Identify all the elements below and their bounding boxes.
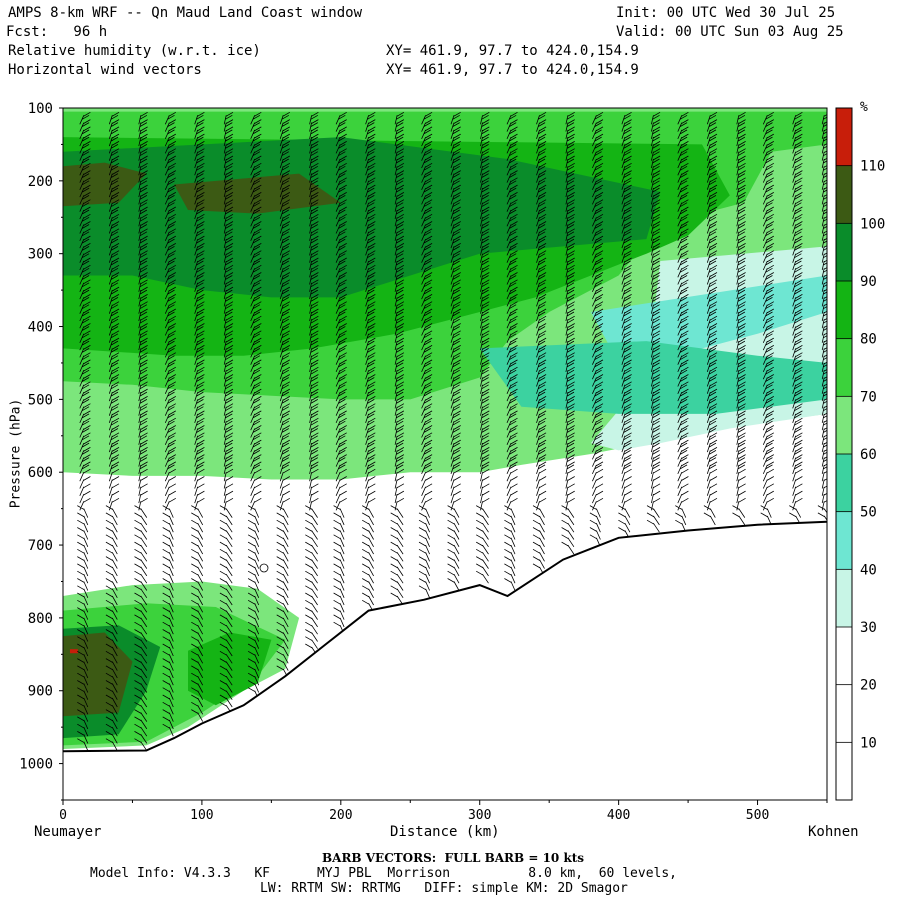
model-info: Model Info: V4.3.3 KF MYJ PBL Morrison 8… bbox=[90, 866, 677, 881]
x-axis: 0 100 200 300 400 500 bbox=[59, 800, 828, 823]
x-end-label: Kohnen bbox=[808, 824, 859, 840]
x-tick-label: 100 bbox=[190, 808, 213, 823]
field-2-name: Horizontal wind vectors bbox=[8, 62, 202, 78]
y-tick-label: 100 bbox=[28, 101, 53, 117]
wind-barb-column bbox=[390, 111, 405, 606]
wind-barb-column bbox=[134, 111, 148, 751]
plot-frame bbox=[62, 107, 828, 801]
wind-barb-column bbox=[305, 111, 319, 657]
colorbar-band bbox=[836, 569, 852, 627]
colorbar-tick-label: 10 bbox=[860, 735, 877, 751]
wind-barb-column bbox=[247, 111, 262, 700]
x-tick-label: 0 bbox=[59, 808, 67, 823]
wind-barb-column bbox=[732, 111, 746, 526]
rh-region-80-90 bbox=[188, 632, 272, 706]
wind-barb-column bbox=[191, 111, 205, 722]
init-time: Init: 00 UTC Wed 30 Jul 25 bbox=[616, 5, 836, 21]
colorbar-tick-label: 50 bbox=[860, 505, 877, 521]
calm-wind-circle bbox=[259, 563, 269, 573]
colorbar-tick-label: 110 bbox=[860, 159, 885, 175]
wind-barb-column bbox=[703, 111, 718, 526]
x-tick-label: 500 bbox=[746, 808, 769, 823]
wind-barb-column bbox=[105, 111, 120, 751]
y-axis: 100 200 300 400 500 600 700 800 900 1000 bbox=[19, 101, 63, 801]
colorbar-tick-label: 30 bbox=[860, 620, 877, 636]
colorbar-unit: % bbox=[860, 100, 868, 115]
wind-barb-column bbox=[532, 111, 547, 577]
colorbar-band bbox=[836, 684, 852, 743]
colorbar-tick-label: 20 bbox=[860, 678, 877, 694]
terrain-line bbox=[63, 520, 827, 753]
wind-barb-column bbox=[77, 111, 91, 751]
wind-barb-column bbox=[362, 111, 376, 613]
y-tick-label: 500 bbox=[28, 392, 53, 408]
field-2-xy: XY= 461.9, 97.7 to 424.0,154.9 bbox=[386, 62, 639, 78]
rh-region-90-100 bbox=[63, 137, 661, 298]
colorbar-tick-label: 70 bbox=[860, 389, 877, 405]
y-tick-label: 300 bbox=[28, 247, 53, 263]
wind-barb-column bbox=[789, 111, 803, 526]
colorbar-tick-label: 40 bbox=[860, 562, 877, 578]
terrain bbox=[63, 520, 827, 800]
x-tick-label: 300 bbox=[468, 808, 491, 823]
rh-region-110 bbox=[69, 649, 78, 654]
wind-barbs bbox=[77, 111, 827, 751]
physics-info: LW: RRTM SW: RRTMG DIFF: simple KM: 2D S… bbox=[260, 881, 628, 896]
wind-barb-column bbox=[162, 111, 176, 737]
colorbar-band bbox=[836, 396, 852, 454]
colorbar-band bbox=[836, 223, 852, 281]
x-axis-label: Distance (km) bbox=[390, 824, 500, 840]
x-tick-label: 400 bbox=[607, 808, 630, 823]
colorbar-band bbox=[836, 627, 852, 685]
wind-barb-column bbox=[561, 111, 575, 555]
barb-legend: BARB VECTORS: FULL BARB = 10 kts bbox=[322, 851, 585, 865]
x-start-label: Neumayer bbox=[34, 824, 102, 840]
y-tick-label: 700 bbox=[28, 538, 53, 554]
wind-barb-column bbox=[476, 111, 490, 584]
colorbar-band bbox=[836, 742, 852, 800]
field-1-xy: XY= 461.9, 97.7 to 424.0,154.9 bbox=[386, 43, 639, 59]
valid-time: Valid: 00 UTC Sun 03 Aug 25 bbox=[616, 24, 844, 40]
wind-barb-column bbox=[447, 111, 461, 591]
colorbar-band bbox=[836, 165, 852, 224]
rh-region-100-110 bbox=[63, 162, 147, 207]
colorbar-tick-label: 90 bbox=[860, 274, 877, 290]
rh-region-100-110 bbox=[174, 173, 341, 214]
colorbar-band bbox=[836, 511, 852, 570]
x-tick-label: 200 bbox=[329, 808, 352, 823]
y-tick-label: 600 bbox=[28, 465, 53, 481]
colorbar: 10 20 30 40 50 60 70 80 90 100 110 bbox=[835, 107, 885, 801]
colorbar-band bbox=[836, 108, 852, 166]
colorbar-tick-label: 80 bbox=[860, 332, 877, 348]
wind-barb-column bbox=[504, 111, 518, 591]
chart-title: AMPS 8-km WRF -- Qn Maud Land Coast wind… bbox=[8, 5, 363, 21]
colorbar-tick-label: 60 bbox=[860, 447, 877, 463]
field-1-name: Relative humidity (w.r.t. ice) bbox=[8, 43, 261, 59]
plot-border bbox=[62, 107, 828, 801]
wind-barb-column bbox=[333, 111, 347, 635]
terrain-fill bbox=[63, 521, 827, 800]
y-tick-label: 900 bbox=[28, 684, 53, 700]
y-tick-label: 200 bbox=[28, 174, 53, 190]
colorbar-tick-label: 100 bbox=[860, 216, 885, 232]
y-tick-label: 1000 bbox=[19, 757, 53, 773]
wind-barb-column bbox=[760, 111, 774, 526]
wind-barb-column bbox=[276, 111, 290, 679]
colorbar-band bbox=[836, 338, 852, 397]
wind-barb-column bbox=[589, 111, 604, 547]
y-tick-label: 800 bbox=[28, 611, 53, 627]
wind-barb-column bbox=[675, 111, 689, 533]
wind-barb-column bbox=[618, 111, 632, 540]
wind-barb-column bbox=[418, 111, 433, 598]
y-axis-label: Pressure (hPa) bbox=[8, 398, 24, 509]
colorbar-band bbox=[836, 454, 852, 512]
forecast-hour: Fcst: 96 h bbox=[6, 24, 108, 40]
wind-barb-column bbox=[646, 111, 661, 533]
wind-barb-column bbox=[219, 111, 234, 715]
y-tick-label: 400 bbox=[28, 320, 53, 336]
colorbar-band bbox=[836, 281, 852, 339]
